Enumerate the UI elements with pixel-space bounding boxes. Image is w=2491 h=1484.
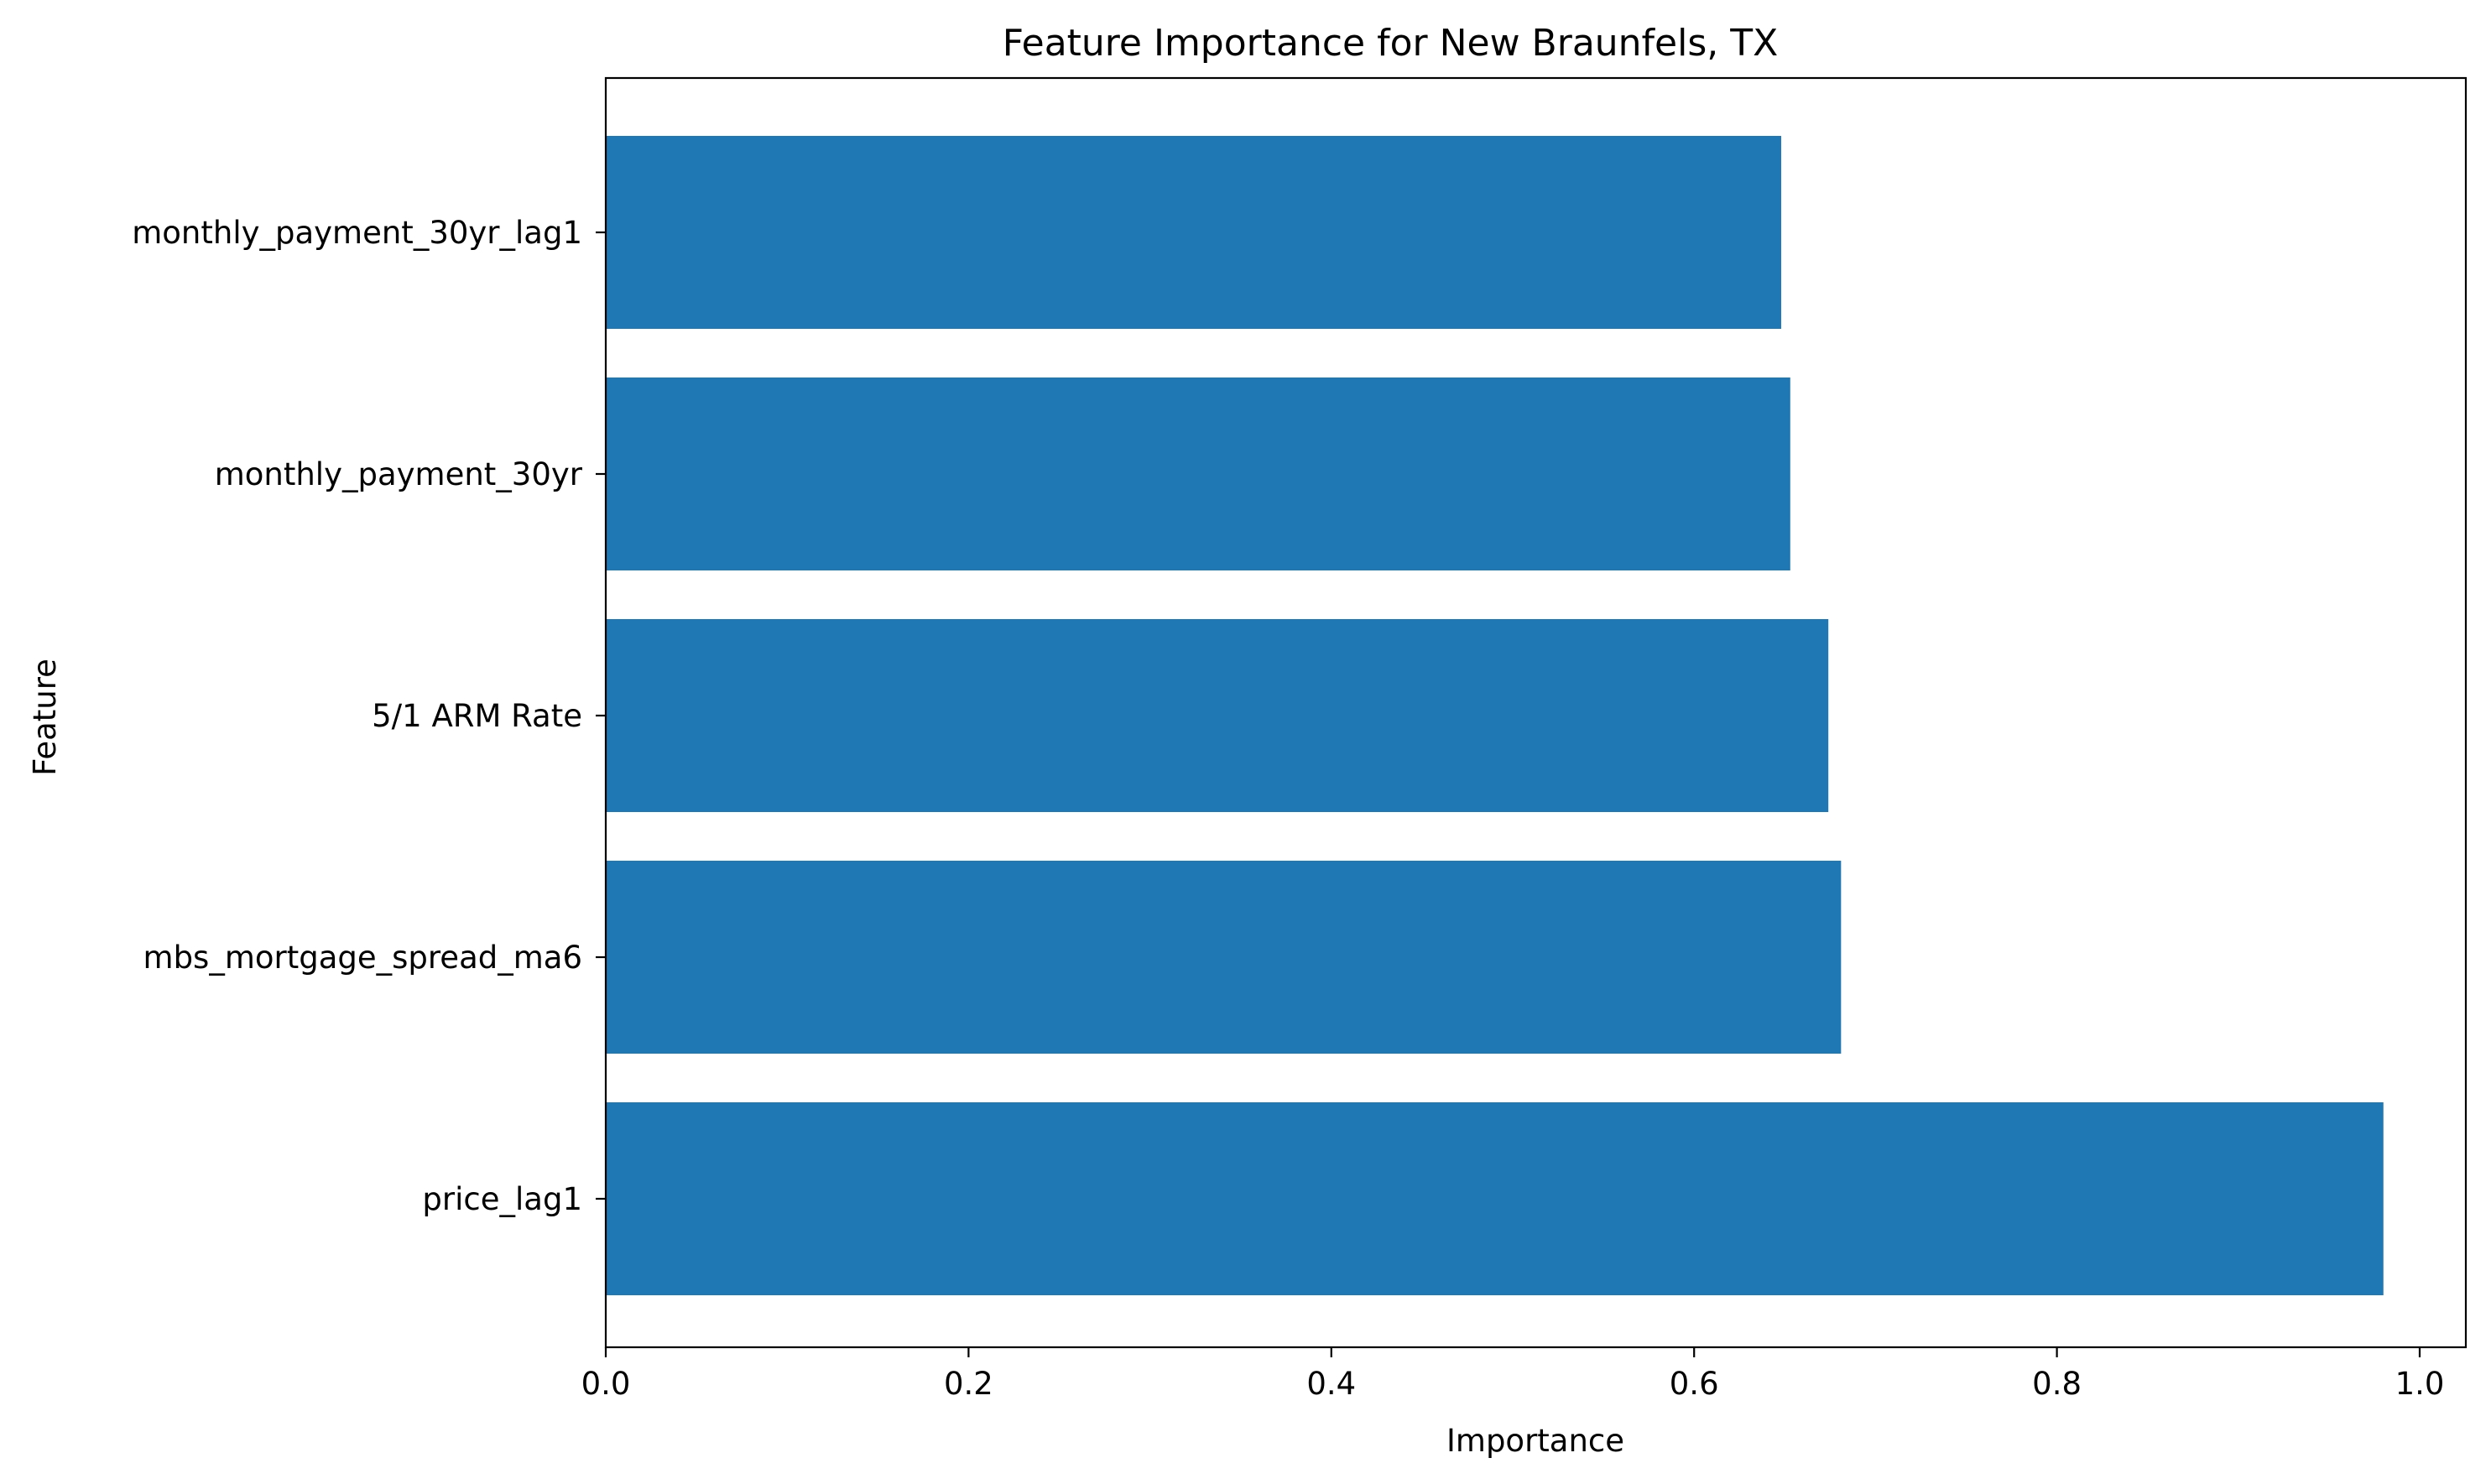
bar-1 (606, 861, 1842, 1054)
y-tick-label: monthly_payment_30yr (215, 456, 583, 492)
bar-0 (606, 1102, 2384, 1295)
y-tick-label: mbs_mortgage_spread_ma6 (143, 940, 582, 976)
x-tick-label: 0.8 (2032, 1366, 2082, 1402)
y-tick-label: monthly_payment_30yr_lag1 (132, 215, 582, 251)
bar-3 (606, 378, 1790, 570)
x-tick-label: 1.0 (2395, 1366, 2445, 1402)
plot-area-frame (604, 76, 2468, 1349)
x-tick-label: 0.2 (944, 1366, 993, 1402)
y-axis-ticks: price_lag1 mbs_mortgage_spread_ma6 5/1 ARM… (132, 215, 606, 1217)
bar-2 (606, 619, 1829, 812)
x-tick-label: 0.4 (1306, 1366, 1356, 1402)
y-axis-label: Feature (27, 659, 63, 776)
x-tick-label: 0.6 (1670, 1366, 1719, 1402)
bar-4 (606, 136, 1781, 329)
x-axis-label: Importance (1446, 1423, 1624, 1459)
bars-layer (606, 136, 2384, 1295)
x-axis-ticks: 0.0 0.2 0.4 0.6 0.8 1.0 (581, 1347, 2445, 1402)
y-tick-label: 5/1 ARM Rate (372, 698, 582, 734)
chart-title: Feature Importance for New Braunfels, TX (1003, 22, 1779, 65)
x-tick-label: 0.0 (581, 1366, 631, 1402)
y-tick-label: price_lag1 (422, 1181, 582, 1217)
